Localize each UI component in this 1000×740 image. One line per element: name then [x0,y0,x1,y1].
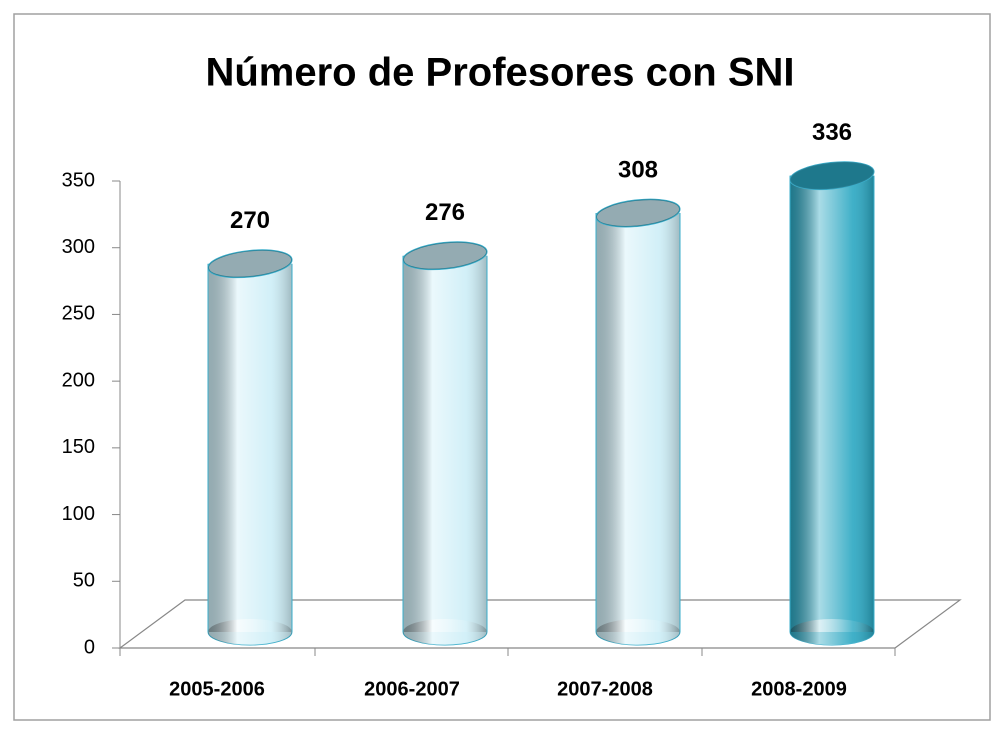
floor [118,599,962,649]
bar-base-shade [208,619,292,645]
data-label: 336 [812,119,852,146]
x-tick-label: 2006-2007 [364,678,460,700]
bar-shade [790,175,874,632]
bar-top-shade [403,242,487,270]
bar-top-shade [790,162,874,190]
data-label: 270 [230,207,270,234]
data-label: 308 [618,156,658,183]
y-tick-label: 250 [62,303,95,325]
bar-top [595,198,681,228]
bar-base-shade [790,619,874,645]
y-tick-label: 300 [62,236,95,258]
y-tick-label: 350 [62,169,95,191]
bar-top [789,161,875,191]
x-tick-label: 2005-2006 [169,678,265,700]
x-tick-label: 2007-2008 [557,678,653,700]
bar-base-shade [596,619,680,645]
y-tick-label: 50 [73,570,95,592]
bar-top [207,249,293,279]
bar-shade [403,255,487,633]
y-tick-label: 100 [62,503,95,525]
bar-top-shade [596,199,680,227]
bar-shade [208,263,292,632]
data-label: 276 [425,199,465,226]
x-tick-label: 2008-2009 [751,678,847,700]
bar-top [402,241,488,271]
y-tick-label: 200 [62,369,95,391]
y-tick-label: 0 [84,636,95,658]
chart-title: Número de Profesores con SNI [205,51,794,95]
x-axis-ticks [119,648,896,656]
bar-top-shade [208,250,292,278]
y-tick-label: 150 [62,436,95,458]
bar-base-shade [403,619,487,645]
bar-shade [596,213,680,633]
